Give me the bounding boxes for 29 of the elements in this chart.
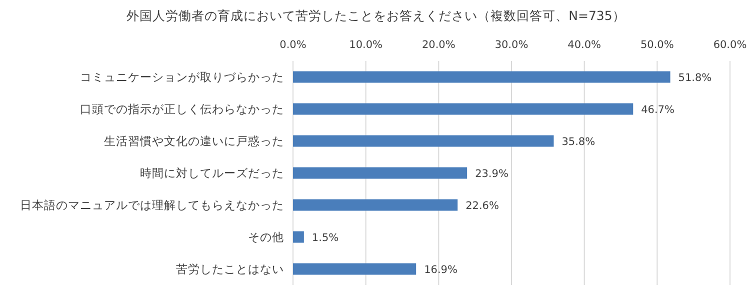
bar	[293, 231, 304, 243]
x-tick-label: 0.0%	[280, 39, 306, 51]
chart-title: 外国人労働者の育成において苦労したことをお答えください（複数回答可、N=735）	[126, 8, 626, 23]
x-tick-label: 40.0%	[568, 39, 602, 51]
bar	[293, 103, 634, 115]
data-label: 16.9%	[424, 264, 458, 276]
y-tick-label: 生活習慣や文化の違いに戸惑った	[104, 134, 284, 148]
data-label: 22.6%	[466, 200, 499, 212]
data-label: 1.5%	[312, 232, 339, 244]
y-tick-label: コミュニケーションが取りづらかった	[80, 70, 284, 84]
y-tick-label: 苦労したことはない	[176, 262, 284, 276]
x-tick-label: 60.0%	[713, 39, 747, 51]
data-label: 51.8%	[678, 72, 712, 84]
y-tick-label: 日本語のマニュアルでは理解してもらえなかった	[20, 198, 284, 212]
data-label: 35.8%	[562, 136, 596, 148]
bar	[293, 135, 554, 147]
y-tick-label: 口頭での指示が正しく伝わらなかった	[80, 102, 284, 116]
bar	[293, 263, 416, 275]
y-tick-label: その他	[248, 230, 284, 244]
y-tick-label: 時間に対してルーズだった	[140, 166, 284, 180]
x-tick-label: 50.0%	[640, 39, 674, 51]
x-tick-label: 10.0%	[349, 39, 383, 51]
bar	[293, 199, 458, 211]
data-label: 46.7%	[641, 104, 675, 116]
bar	[293, 71, 670, 83]
bar	[293, 167, 468, 179]
data-label: 23.9%	[475, 168, 508, 180]
x-tick-label: 20.0%	[422, 39, 456, 51]
x-tick-label: 30.0%	[494, 39, 528, 51]
